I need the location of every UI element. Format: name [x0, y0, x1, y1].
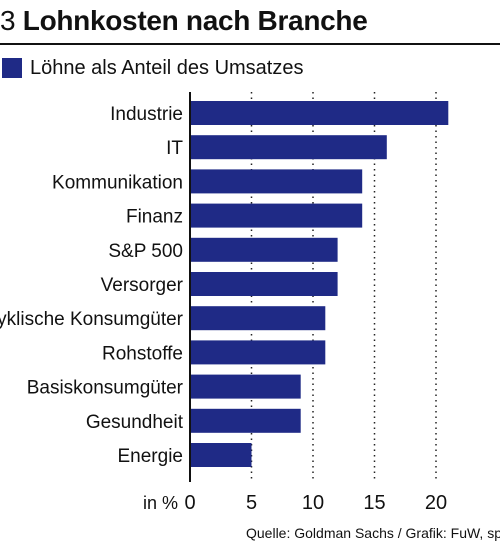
x-tick-label-20: 20 — [425, 492, 447, 514]
x-tick-label-10: 10 — [302, 492, 324, 514]
legend: Löhne als Anteil des Umsatzes — [0, 53, 500, 83]
bar-8 — [190, 374, 301, 399]
x-tick-label-0: 0 — [184, 492, 195, 514]
category-label-5: Versorger — [101, 275, 184, 296]
x-tick-label-15: 15 — [363, 492, 385, 514]
category-label-3: Finanz — [126, 207, 183, 228]
bar-7 — [190, 340, 326, 365]
category-label-7: Rohstoffe — [102, 343, 183, 364]
category-label-2: Kommunikation — [52, 172, 183, 193]
category-label-6: Zyklische Konsumgüter — [0, 309, 184, 330]
bar-1 — [190, 135, 387, 160]
chart-number: 3 — [0, 5, 16, 36]
title-divider — [0, 43, 500, 45]
category-label-0: Industrie — [110, 104, 183, 125]
category-label-8: Basiskonsumgüter — [27, 378, 184, 399]
chart-title-text: Lohnkosten nach Branche — [22, 5, 368, 36]
x-tick-label-5: 5 — [246, 492, 257, 514]
bar-9 — [190, 408, 301, 433]
category-label-1: IT — [166, 138, 183, 159]
category-label-10: Energie — [118, 446, 184, 467]
source-note: Quelle: Goldman Sachs / Grafik: FuW, sp — [246, 525, 500, 541]
bar-2 — [190, 169, 363, 194]
category-label-4: S&P 500 — [108, 241, 183, 262]
bar-4 — [190, 237, 338, 262]
category-label-9: Gesundheit — [86, 412, 184, 433]
bar-0 — [190, 101, 449, 125]
legend-swatch — [2, 58, 22, 78]
chart-title: 3 Lohnkosten nach Branche — [0, 4, 500, 38]
bar-3 — [190, 203, 363, 228]
bar-6 — [190, 306, 326, 331]
x-unit-label: in % — [143, 493, 178, 513]
bar-5 — [190, 272, 338, 296]
legend-label: Löhne als Anteil des Umsatzes — [30, 57, 304, 79]
bar-10 — [190, 443, 252, 467]
